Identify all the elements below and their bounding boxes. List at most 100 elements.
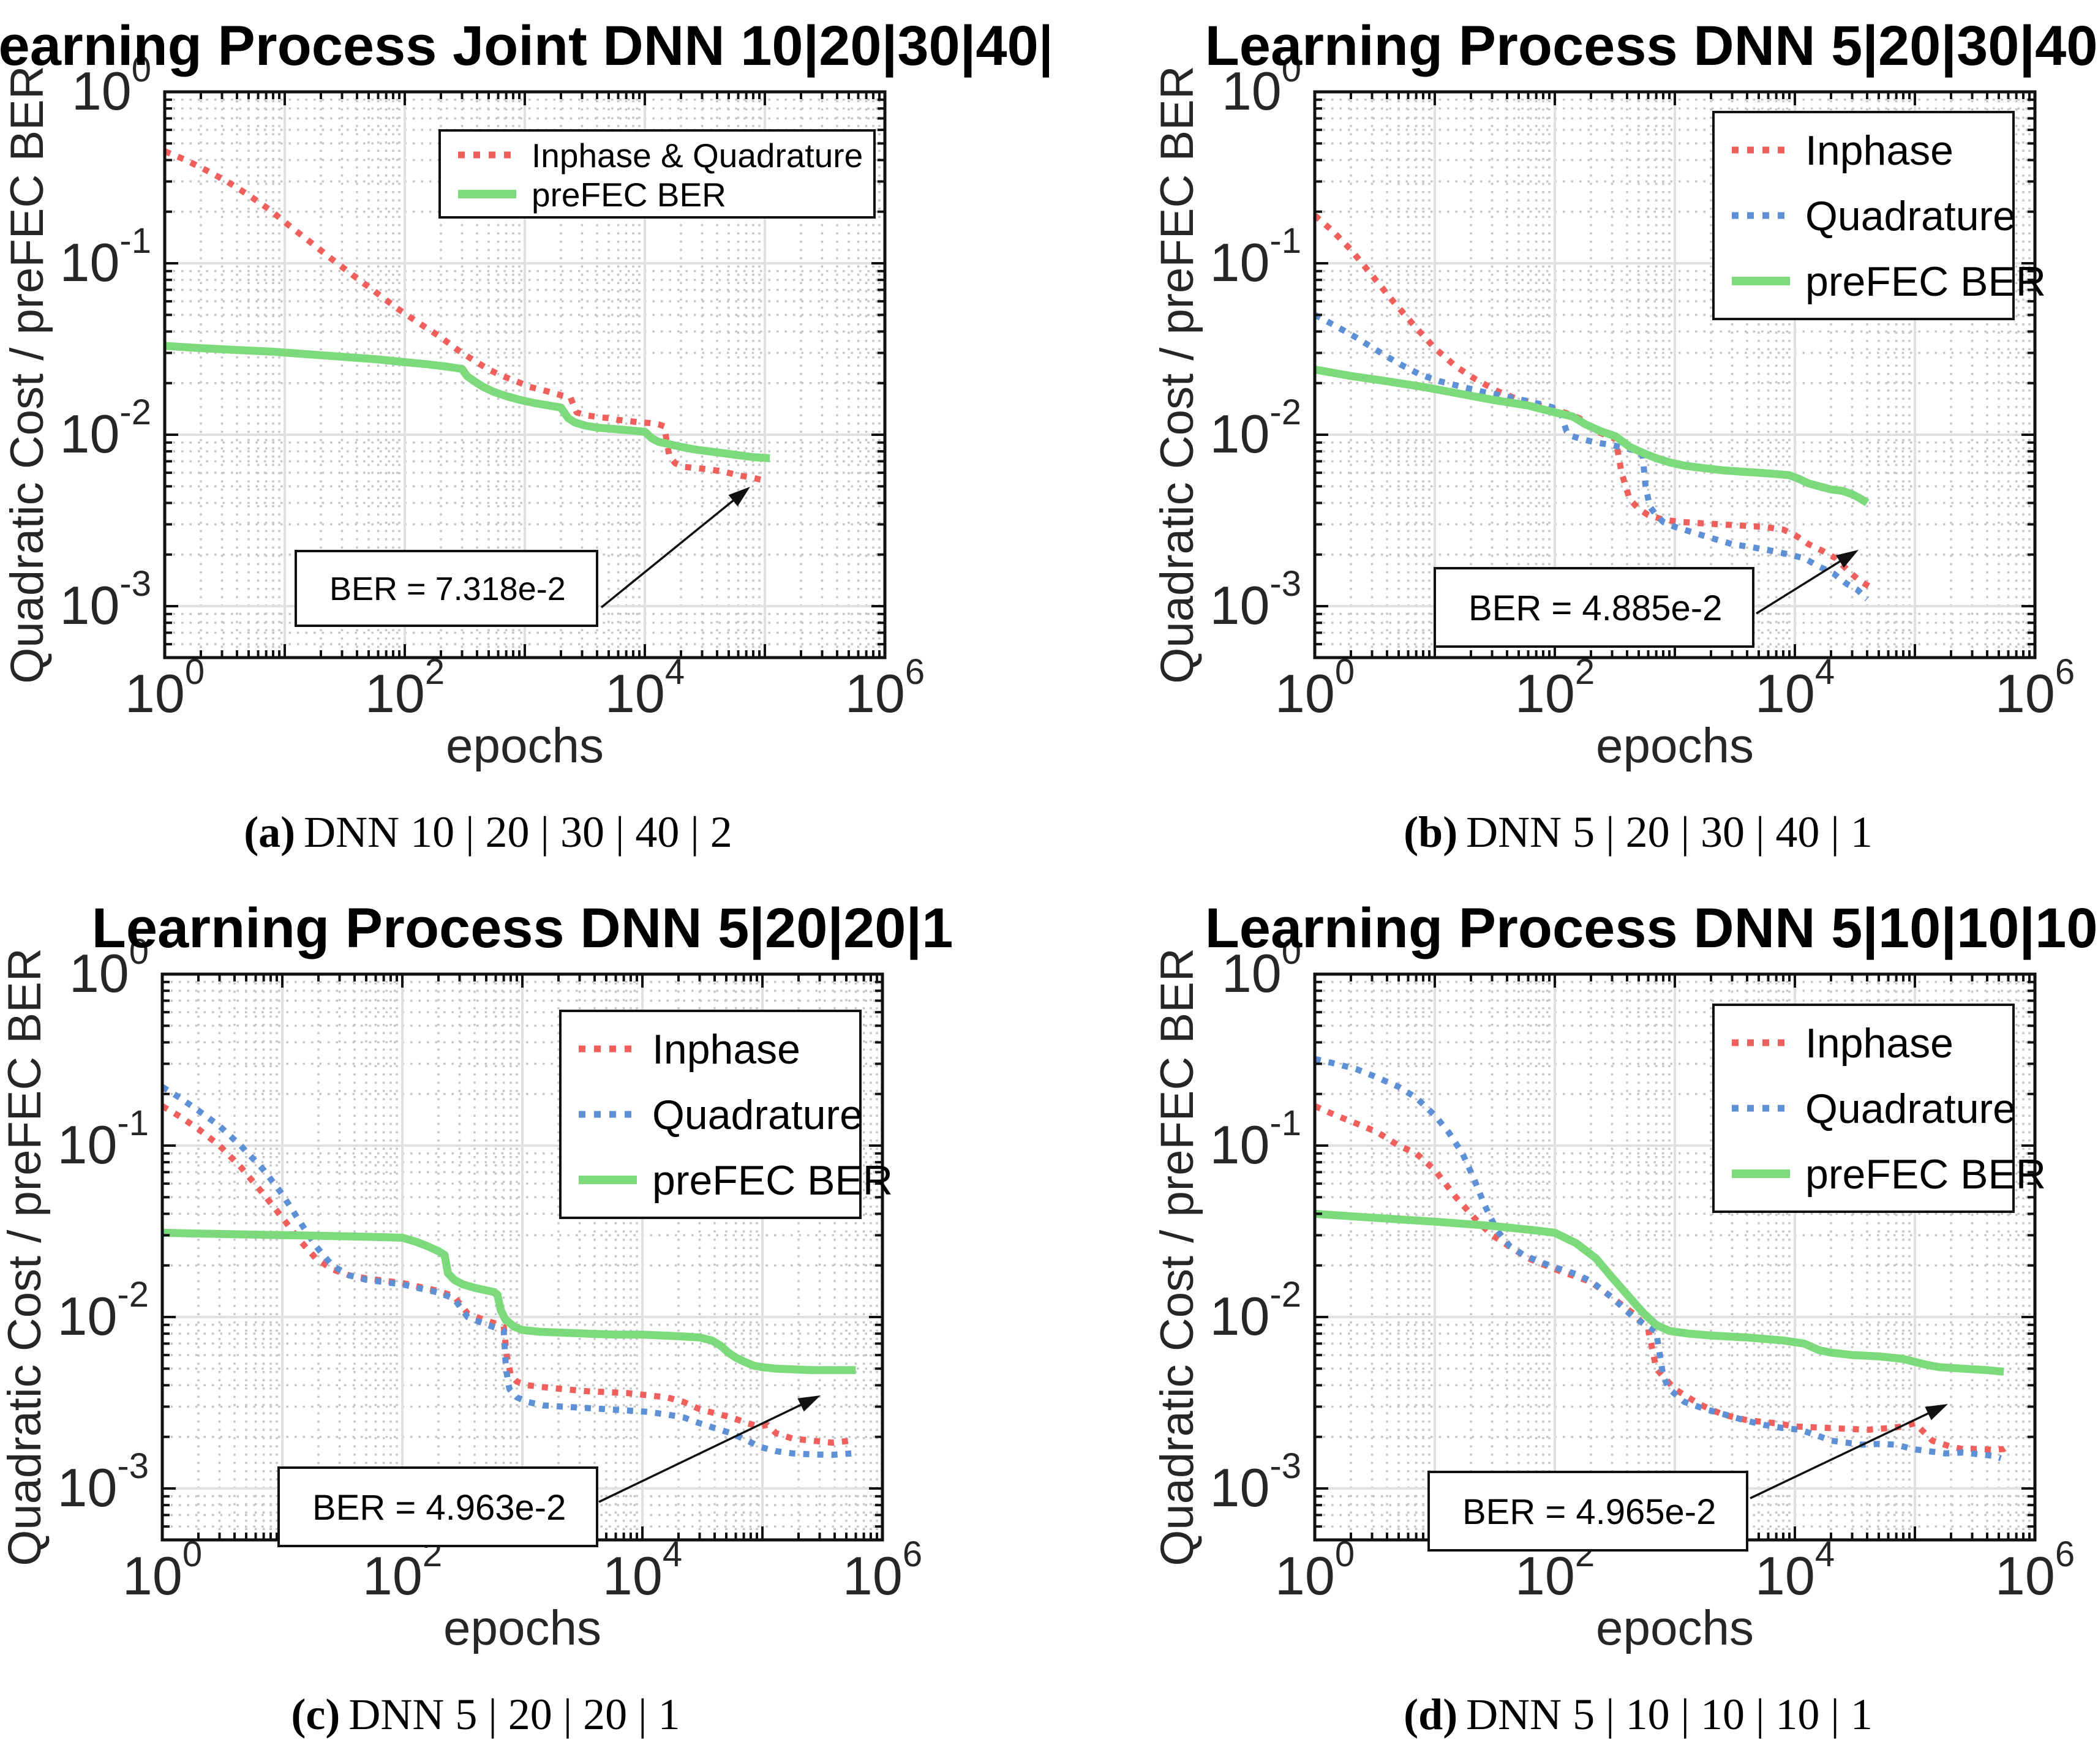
annotation: BER = 4.963e-2	[277, 1395, 821, 1547]
series-inphase-quadrature	[164, 148, 766, 484]
legend-label-quadrature: Quadrature	[652, 1092, 863, 1138]
series-prefec-ber	[164, 342, 770, 462]
legend-label-prefec-ber: preFEC BER	[652, 1157, 893, 1204]
y-tick-label: 10-3	[1210, 1446, 1301, 1518]
annotation-arrow-head	[1925, 1404, 1948, 1421]
legend-box	[438, 129, 876, 219]
annotation-box	[1434, 567, 1754, 648]
series-prefec-ber	[1314, 1209, 2004, 1376]
annotation-box	[295, 550, 598, 627]
annotation-arrow-line	[600, 494, 741, 609]
legend: Inphase Quadrature preFEC BER	[559, 1010, 893, 1219]
x-tick-label: 100	[1275, 652, 1355, 724]
y-tick-label: 10-2	[60, 392, 151, 464]
y-axis-label: Quadratic Cost / preFEC BER	[0, 948, 51, 1566]
x-tick-label: 106	[845, 652, 925, 724]
caption-label: (b)	[1404, 808, 1458, 857]
annotation-text: BER = 7.318e-2	[329, 571, 566, 607]
x-tick-label: 104	[1755, 1534, 1835, 1606]
annotation-arrow-head	[797, 1395, 821, 1412]
y-axis-label: Quadratic Cost / preFEC BER	[1151, 948, 1203, 1566]
x-tick-label: 104	[1755, 652, 1835, 724]
annotation: BER = 7.318e-2	[295, 487, 750, 627]
annotation-arrow-head	[728, 487, 750, 506]
x-tick-label: 100	[122, 1534, 202, 1606]
y-tick-label: 10-3	[1210, 564, 1301, 636]
y-tick-label: 10-1	[1210, 1103, 1301, 1175]
annotation-text: BER = 4.885e-2	[1468, 588, 1722, 628]
x-tick-label: 102	[1515, 652, 1595, 724]
x-axis-label: epochs	[446, 718, 604, 771]
axis-ticks	[1314, 91, 2036, 658]
x-tick-label: 102	[365, 652, 445, 724]
annotation-arrow-head	[1836, 550, 1859, 568]
legend-label-inphase-quadrature: Inphase & Quadrature	[532, 137, 863, 175]
legend-label-inphase: Inphase	[1805, 1020, 1953, 1067]
legend-label-inphase: Inphase	[652, 1026, 800, 1073]
legend-label-quadrature: Quadrature	[1805, 1086, 2016, 1132]
panel-c: 100 102 104 106 100 10-1 10-2 10-3 Learning Proc…	[0, 882, 1049, 1764]
y-tick-label: 10-1	[1210, 221, 1301, 293]
caption-b: (b) DNN 5 | 20 | 30 | 40 | 1	[1240, 807, 2036, 858]
annotation-arrow-line	[598, 1400, 810, 1503]
caption-text: DNN 10 | 20 | 30 | 40 | 2	[304, 808, 732, 857]
annotation-box	[277, 1466, 598, 1547]
panel-d: 100 102 104 106 100 10-1 10-2 10-3 Learning Proc…	[1049, 882, 2098, 1764]
legend-label-prefec-ber: preFEC BER	[1805, 258, 2046, 305]
x-tick-label: 100	[1275, 1534, 1355, 1606]
series-quadrature	[1314, 1056, 2002, 1462]
annotation: BER = 4.965e-2	[1427, 1404, 1948, 1552]
y-tick-label: 10-3	[60, 564, 151, 636]
panel-b: 100 102 104 106 100 10-1 10-2 10-3 Learning Proc…	[1049, 0, 2098, 882]
x-axis-label: epochs	[1596, 1601, 1754, 1654]
x-tick-label: 106	[843, 1534, 922, 1606]
caption-label: (a)	[244, 808, 296, 857]
annotation-text: BER = 4.963e-2	[312, 1488, 566, 1528]
annotation-arrow-line	[1750, 1408, 1937, 1499]
caption-text: DNN 5 | 20 | 20 | 1	[348, 1690, 680, 1739]
annotation-arrow-line	[1756, 555, 1848, 615]
chart-title: Learning Process DNN 5|20|20|1	[92, 897, 953, 960]
y-axis-label: Quadratic Cost / preFEC BER	[1, 66, 53, 683]
caption-text: DNN 5 | 20 | 30 | 40 | 1	[1466, 808, 1873, 857]
x-tick-label: 104	[605, 652, 685, 724]
series-quadrature	[160, 1084, 852, 1458]
annotation-text: BER = 4.965e-2	[1462, 1492, 1716, 1532]
caption-c: (c) DNN 5 | 20 | 20 | 1	[88, 1689, 884, 1740]
series-inphase	[1313, 1103, 2012, 1453]
x-tick-label: 106	[1995, 1534, 2075, 1606]
legend: Inphase Quadrature preFEC BER	[1712, 1004, 2046, 1213]
x-axis-label: epochs	[443, 1601, 601, 1654]
y-tick-label: 10-1	[58, 1103, 149, 1175]
y-tick-label: 10-2	[1210, 392, 1301, 464]
annotation-box	[1427, 1471, 1748, 1552]
caption-d: (d) DNN 5 | 10 | 10 | 10 | 1	[1240, 1689, 2036, 1740]
chart-title: Learning Process Joint DNN 10|20|30|40|2	[0, 15, 1049, 78]
panel-a: 100 102 104 106 100 10-1 10-2 10-3 Learning Proc…	[0, 0, 1049, 882]
legend-label-quadrature: Quadrature	[1805, 193, 2016, 239]
axis-ticks	[164, 91, 886, 658]
legend-label-prefec-ber: preFEC BER	[1805, 1151, 2046, 1198]
chart-title: Learning Process DNN 5|20|30|40|1	[1205, 15, 2098, 78]
legend-label-prefec-ber: preFEC BER	[532, 176, 726, 214]
caption-label: (c)	[291, 1690, 340, 1739]
x-tick-label: 106	[1995, 652, 2075, 724]
series-prefec-ber	[162, 1228, 856, 1375]
series-inphase	[160, 1103, 852, 1446]
y-tick-label: 10-2	[58, 1275, 149, 1346]
x-tick-label: 100	[125, 652, 205, 724]
series-prefec-ber	[1314, 366, 1870, 506]
legend-label-inphase: Inphase	[1805, 127, 1953, 174]
legend: Inphase Quadrature preFEC BER	[1712, 111, 2046, 320]
y-tick-label: 10-2	[1210, 1275, 1301, 1346]
x-tick-label: 104	[603, 1534, 682, 1606]
minor-grid	[1315, 92, 2035, 658]
annotation: BER = 4.885e-2	[1434, 550, 1859, 648]
x-axis-label: epochs	[1596, 718, 1754, 771]
